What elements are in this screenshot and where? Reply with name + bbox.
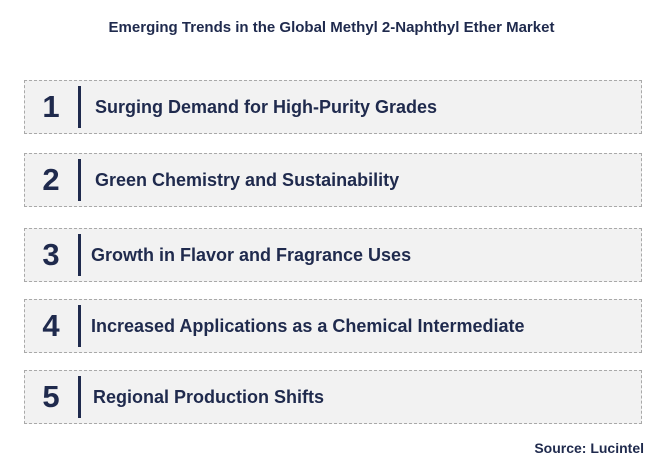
trend-divider-3 — [78, 234, 81, 276]
trend-divider-5 — [78, 376, 81, 418]
trend-number-1: 1 — [42, 89, 60, 124]
trend-label-1: Surging Demand for High-Purity Grades — [95, 96, 438, 117]
trend-number-2: 2 — [42, 162, 60, 197]
trend-label-5: Regional Production Shifts — [93, 386, 325, 407]
trend-divider-2 — [78, 159, 81, 201]
trend-number-5: 5 — [42, 379, 60, 414]
trend-item-1: 1 Surging Demand for High-Purity Grades — [24, 80, 642, 134]
trend-item-2: 2 Green Chemistry and Sustainability — [24, 153, 642, 207]
diagram-title: Emerging Trends in the Global Methyl 2-N… — [108, 19, 555, 36]
trend-number-4: 4 — [42, 308, 60, 343]
trend-divider-4 — [78, 305, 81, 347]
trend-item-4: 4 Increased Applications as a Chemical I… — [24, 299, 642, 353]
trend-divider-1 — [78, 86, 81, 128]
trend-label-3: Growth in Flavor and Fragrance Uses — [91, 244, 412, 265]
trend-item-5: 5 Regional Production Shifts — [24, 370, 642, 424]
trend-label-2: Green Chemistry and Sustainability — [95, 169, 400, 190]
trend-label-4: Increased Applications as a Chemical Int… — [91, 315, 525, 336]
source-credit: Source: Lucintel — [534, 440, 644, 456]
trend-number-3: 3 — [42, 237, 60, 272]
trend-item-3: 3 Growth in Flavor and Fragrance Uses — [24, 228, 642, 282]
